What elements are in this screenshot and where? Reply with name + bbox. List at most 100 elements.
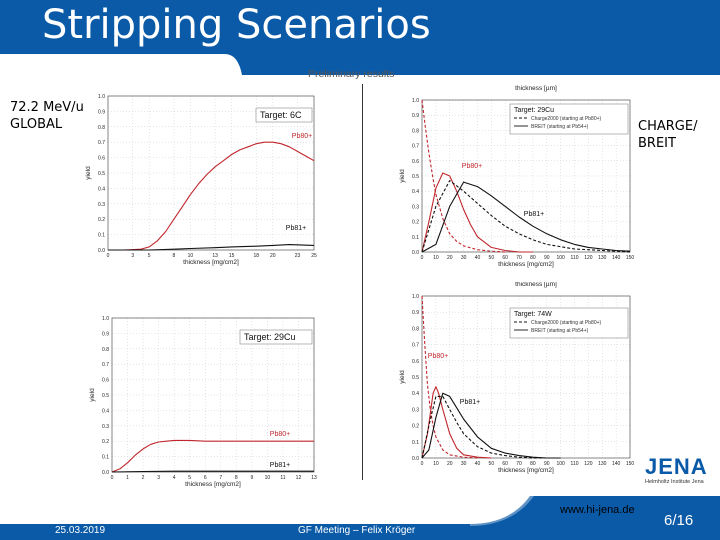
x-tick-label: 100 <box>556 255 565 261</box>
x-tick-label: 80 <box>530 255 536 261</box>
legend-title: Target: 74W <box>514 311 552 318</box>
label-global: GLOBAL <box>10 117 63 132</box>
label-breit: BREIT <box>638 136 676 151</box>
series-line-1 <box>421 172 533 253</box>
x-tick-label: 25 <box>311 253 317 259</box>
x-tick-label: 60 <box>502 461 508 467</box>
x-tick-label: 1 <box>126 475 129 481</box>
y-tick-label: 0.9 <box>412 310 419 316</box>
annotation-label: Pb80+ <box>270 431 290 438</box>
y-tick-label: 0.0 <box>412 456 419 462</box>
plot-frame <box>107 95 315 251</box>
y-tick-label: 0.2 <box>412 220 419 226</box>
y-tick-label: 0.6 <box>102 378 109 384</box>
x-tick-label: 10 <box>433 461 439 467</box>
x-tick-label: 11 <box>280 475 285 481</box>
y-tick-label: 0.6 <box>412 359 419 365</box>
x-tick-label: 2 <box>142 475 145 481</box>
y-axis-label: yield <box>399 169 406 183</box>
y-tick-label: 1.0 <box>102 316 109 322</box>
x-tick-label: 70 <box>516 461 522 467</box>
y-tick-label: 0.7 <box>98 140 105 146</box>
label-charge-breit: CHARGE/ BREIT <box>638 118 697 152</box>
y-tick-label: 0.9 <box>412 113 419 119</box>
y-tick-label: 0.5 <box>102 393 109 399</box>
x-tick-label: 10 <box>265 475 271 481</box>
y-tick-label: 0.8 <box>98 125 105 131</box>
series-line-3 <box>421 392 561 459</box>
y-tick-label: 0.4 <box>102 408 109 414</box>
y-axis-label: yield <box>89 388 96 402</box>
label-charge: CHARGE/ <box>638 119 698 134</box>
x-tick-label: 70 <box>516 255 522 261</box>
y-tick-label: 0.5 <box>98 171 105 177</box>
x-axis-label: thickness [mg/cm2] <box>498 467 554 474</box>
y-tick-label: 1.0 <box>98 94 105 100</box>
x-tick-label: 130 <box>598 255 607 261</box>
y-tick-label: 0.1 <box>102 455 109 461</box>
legend-entry: BREIT (starting at Pb54+) <box>531 328 589 334</box>
y-tick-label: 0.4 <box>412 189 419 195</box>
logo-text: JENA <box>645 454 708 479</box>
x-tick-label: 150 <box>626 255 635 261</box>
y-tick-label: 0.7 <box>412 144 419 150</box>
x-tick-label: 9 <box>250 475 253 481</box>
x-tick-label: 3 <box>157 475 160 481</box>
slide-title: Stripping Scenarios <box>42 2 431 48</box>
x-tick-label: 120 <box>584 461 593 467</box>
label-energy-global: 72.2 MeV/u GLOBAL <box>10 99 84 133</box>
y-axis-label: yield <box>85 166 92 180</box>
y-tick-label: 0.9 <box>102 331 109 337</box>
x-tick-label: 13 <box>311 475 317 481</box>
x-tick-label: 0 <box>111 475 114 481</box>
footer-meeting: GF Meeting – Felix Kröger <box>298 525 416 536</box>
label-energy: 72.2 MeV/u <box>10 100 84 115</box>
jena-logo: JENA Helmholtz Institute Jena <box>645 456 708 486</box>
x2-axis-label: thickness [µm] <box>515 85 557 92</box>
y-tick-label: 0.8 <box>412 326 419 332</box>
y-tick-label: 1.0 <box>412 294 419 300</box>
y-tick-label: 0.1 <box>98 233 105 239</box>
x-tick-label: 0 <box>421 255 424 261</box>
y-tick-label: 0.9 <box>98 109 105 115</box>
legend-entry: BREIT (starting at Pb54+) <box>531 124 589 130</box>
x-tick-label: 90 <box>544 461 550 467</box>
series-line-0 <box>421 295 478 459</box>
x-tick-label: 12 <box>296 475 302 481</box>
y-tick-label: 0.4 <box>98 186 105 192</box>
x-tick-label: 0 <box>421 461 424 467</box>
annotation-label: Pb81+ <box>286 225 306 232</box>
x-axis-label: thickness [mg/cm2] <box>185 481 241 488</box>
page-number: 6/16 <box>664 512 694 529</box>
y-tick-label: 0.7 <box>412 343 419 349</box>
x-tick-label: 10 <box>433 255 439 261</box>
legend-entry: Charge2000 (starting at Pb80+) <box>531 116 602 122</box>
annotation-label: Pb80+ <box>428 353 448 360</box>
series-line-1 <box>111 470 314 473</box>
x-tick-label: 8 <box>235 475 238 481</box>
y-tick-label: 0.5 <box>412 174 419 180</box>
x-tick-label: 140 <box>612 255 621 261</box>
y-tick-label: 0.7 <box>102 362 109 368</box>
y-tick-label: 0.3 <box>412 407 419 413</box>
preliminary-results-note: Preliminary results <box>308 68 395 80</box>
x-tick-label: 40 <box>475 255 481 261</box>
footer-url[interactable]: www.hi-jena.de <box>560 504 635 516</box>
x-tick-label: 110 <box>571 461 579 467</box>
y-tick-label: 0.4 <box>412 391 419 397</box>
logo-subtitle: Helmholtz Institute Jena <box>645 479 704 485</box>
x-tick-label: 90 <box>544 255 550 261</box>
y-tick-label: 0.3 <box>98 202 105 208</box>
y-tick-label: 0.0 <box>102 470 109 476</box>
series-line-1 <box>108 244 315 251</box>
x-tick-label: 100 <box>556 461 565 467</box>
x-tick-label: 130 <box>598 461 607 467</box>
header-swoosh <box>0 0 720 75</box>
x-tick-label: 150 <box>626 461 635 467</box>
chart-global-6c: 0.0 0.1 0.2 0.3 0.4 0.5 0.6 0.7 0.8 0.9 1.0 0 3 5 8 10 1… <box>85 94 317 266</box>
x-tick-label: 4 <box>173 475 176 481</box>
x-tick-label: 13 <box>212 253 218 259</box>
x-tick-label: 23 <box>295 253 301 259</box>
x-tick-label: 30 <box>461 461 467 467</box>
y-tick-label: 0.6 <box>412 159 419 165</box>
